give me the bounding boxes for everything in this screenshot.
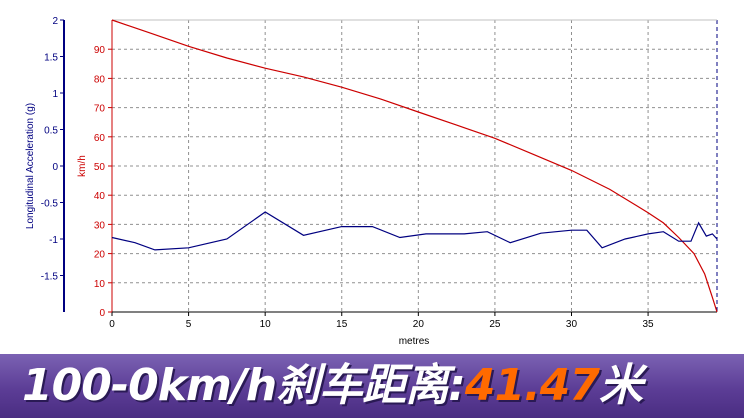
accel-tick-label: 1 [52,89,58,100]
x-tick-label: 30 [566,319,578,330]
speed-tick-label: 60 [94,133,106,144]
accel-tick-label: 0 [52,162,58,173]
x-axis-title: metres [399,336,430,347]
speed-tick-label: 50 [94,162,106,173]
x-tick-label: 15 [336,319,348,330]
speed-line [111,19,718,313]
speed-tick-label: 0 [99,308,105,319]
speed-tick-label: 40 [94,191,106,202]
x-tick-label: 5 [186,319,192,330]
accel-tick-label: 0.5 [44,126,58,137]
x-tick-label: 10 [260,319,272,330]
x-tick-label: 20 [413,319,425,330]
banner-unit: 米 [599,360,643,411]
accel-tick-label: -1.5 [41,272,59,283]
speed-tick-label: 10 [94,279,106,290]
braking-distance-value: 41.47 [464,360,600,411]
accel-tick-label: -1 [49,235,58,246]
speed-tick-label: 30 [94,220,106,231]
speed-tick-label: 70 [94,104,106,115]
banner-label: 100-0km/h刹车距离: [22,360,466,411]
speed-tick-label: 80 [94,74,106,85]
braking-chart: 0 5 10 15 20 25 30 35 90 80 70 60 50 40 30 20 10 0 2 1.5 1 0.… [25,16,718,347]
y-left-axis-title: Longitudinal Acceleration (g) [25,103,36,229]
accel-tick-label: 2 [52,16,58,27]
acceleration-line [111,211,718,251]
result-banner: 100-0km/h刹车距离:41.47米 [0,354,744,418]
grid [112,19,718,312]
x-tick-label: 25 [489,319,501,330]
x-tick-label: 0 [109,319,115,330]
accel-tick-label: -0.5 [41,199,59,210]
speed-tick-label: 90 [94,45,106,56]
banner-text: 100-0km/h刹车距离:41.47米 [22,364,643,408]
y-right-axis-title: km/h [77,155,88,177]
accel-tick-label: 1.5 [44,53,58,64]
tick-labels: 0 5 10 15 20 25 30 35 90 80 70 60 50 40 30 20 10 0 2 1.5 1 0.… [41,16,654,330]
speed-tick-label: 20 [94,250,106,261]
series [111,19,718,313]
x-tick-label: 35 [643,319,655,330]
axes [60,19,717,316]
